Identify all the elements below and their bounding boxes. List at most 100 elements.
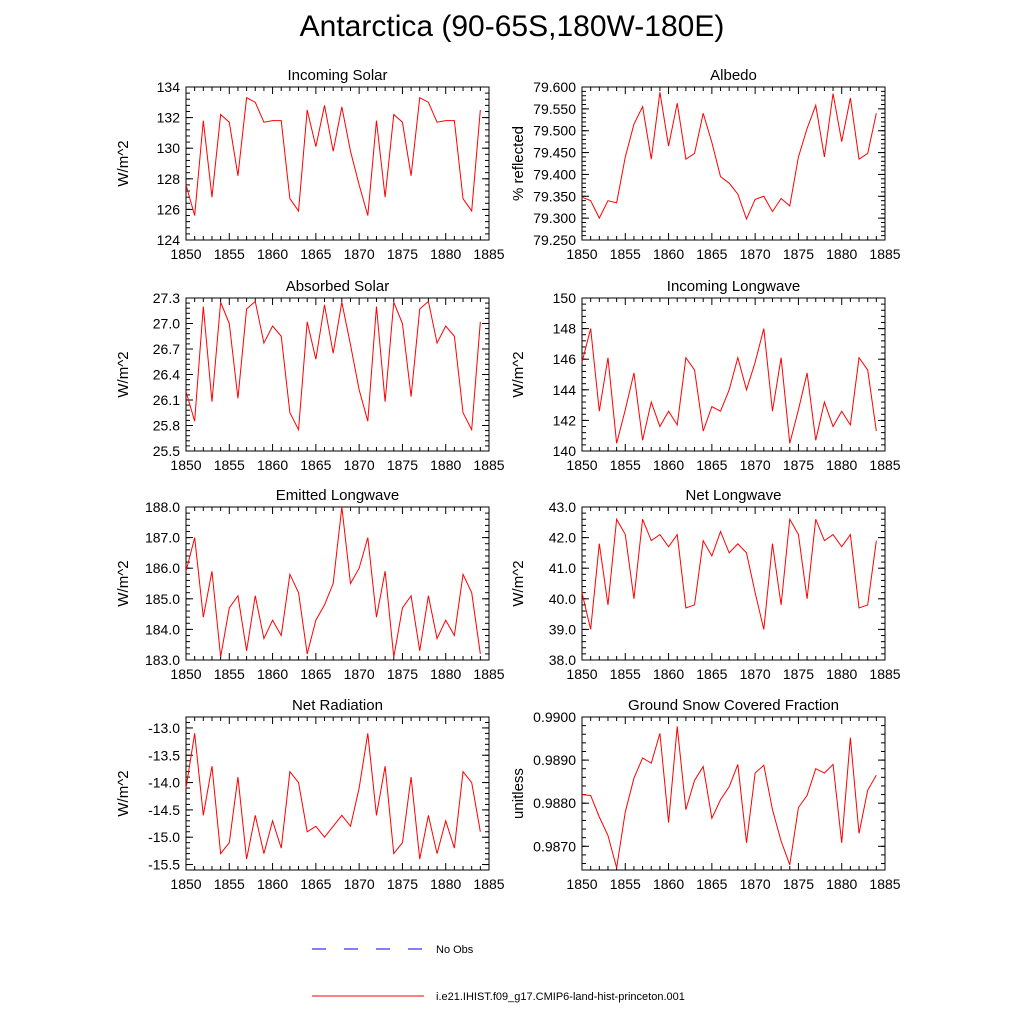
x-tick-label: 1880 — [826, 666, 857, 682]
panel-incoming-solar: Incoming Solar W/m^2 1850 1855 1860 1865 1870 1… — [115, 67, 505, 262]
x-tick-label: 1875 — [387, 457, 418, 473]
series-line — [581, 726, 877, 868]
panel-albedo: Albedo % reflected 1850 1855 1860 1865 1870 187… — [510, 67, 901, 262]
y-tick-label: -15.5 — [148, 857, 180, 873]
x-tick-label: 1865 — [696, 457, 727, 473]
panel-title: Incoming Longwave — [667, 278, 800, 295]
panel-emitted-longwave: Emitted Longwave W/m^2 1850 1855 1860 1865 187… — [115, 487, 505, 682]
y-tick-label: 79.400 — [533, 166, 576, 182]
x-tick-label: 1860 — [257, 666, 288, 682]
x-tick-label: 1855 — [610, 246, 641, 262]
x-tick-label: 1865 — [300, 876, 331, 892]
plot-frame — [581, 716, 886, 871]
y-tick-label: 79.450 — [533, 145, 576, 161]
y-tick-label: 42.0 — [549, 530, 576, 546]
panel-title: Ground Snow Covered Fraction — [628, 697, 839, 714]
x-tick-label: 1865 — [696, 876, 727, 892]
y-tick-label: 188.0 — [145, 499, 180, 515]
x-tick-label: 1850 — [170, 876, 201, 892]
x-tick-label: 1860 — [653, 246, 684, 262]
series-line — [185, 96, 481, 216]
x-tick-label: 1850 — [566, 457, 597, 473]
x-tick-label: 1865 — [696, 246, 727, 262]
x-tick-label: 1880 — [826, 457, 857, 473]
x-tick-label: 1855 — [214, 246, 245, 262]
y-tick-label: -13.0 — [148, 720, 180, 736]
y-tick-label: 0.9880 — [533, 795, 576, 811]
y-tick-label: 183.0 — [145, 652, 180, 668]
y-tick-label: 79.300 — [533, 210, 576, 226]
y-tick-label: 185.0 — [145, 591, 180, 607]
y-axis-label: W/m^2 — [115, 560, 132, 606]
y-tick-label: 142 — [553, 412, 577, 428]
series-line — [185, 733, 481, 860]
plot-frame — [581, 86, 886, 241]
y-tick-label: 79.250 — [533, 232, 576, 248]
panel-title: Absorbed Solar — [286, 278, 389, 295]
x-tick-label: 1850 — [566, 876, 597, 892]
x-tick-label: 1855 — [214, 457, 245, 473]
y-tick-label: 134 — [157, 79, 181, 95]
x-tick-label: 1875 — [387, 246, 418, 262]
x-tick-label: 1850 — [170, 457, 201, 473]
x-tick-label: 1870 — [740, 246, 771, 262]
y-tick-label: 140 — [553, 443, 577, 459]
y-axis-label: % reflected — [510, 126, 527, 201]
y-tick-label: 184.0 — [145, 621, 180, 637]
x-tick-label: 1855 — [214, 666, 245, 682]
y-tick-label: 124 — [157, 232, 181, 248]
plot-frame — [185, 716, 490, 871]
x-tick-label: 1855 — [610, 876, 641, 892]
x-tick-label: 1885 — [869, 876, 900, 892]
x-tick-label: 1875 — [783, 246, 814, 262]
panel-title: Net Radiation — [292, 697, 383, 714]
x-tick-label: 1880 — [826, 876, 857, 892]
x-tick-label: 1860 — [257, 246, 288, 262]
y-tick-label: 27.0 — [153, 316, 180, 332]
y-axis-label: unitless — [510, 768, 527, 819]
x-tick-label: 1880 — [430, 457, 461, 473]
legend-model-label: i.e21.IHIST.f09_g17.CMIP6-land-hist-prin… — [436, 991, 685, 1003]
x-tick-label: 1870 — [344, 457, 375, 473]
y-axis-label: W/m^2 — [510, 560, 527, 606]
plot-frame — [185, 506, 490, 661]
y-tick-label: 187.0 — [145, 530, 180, 546]
x-tick-label: 1865 — [696, 666, 727, 682]
x-tick-label: 1870 — [344, 876, 375, 892]
x-tick-label: 1870 — [740, 876, 771, 892]
plot-frame — [581, 297, 886, 452]
x-tick-label: 1860 — [653, 666, 684, 682]
series-line — [185, 506, 481, 658]
y-tick-label: 130 — [157, 140, 181, 156]
x-tick-label: 1865 — [300, 246, 331, 262]
x-tick-label: 1855 — [214, 876, 245, 892]
panel-title: Emitted Longwave — [276, 487, 399, 504]
x-tick-label: 1870 — [740, 457, 771, 473]
y-axis-label: W/m^2 — [115, 770, 132, 816]
y-tick-label: 79.500 — [533, 123, 576, 139]
y-tick-label: 27.3 — [153, 290, 180, 306]
y-tick-label: 126 — [157, 201, 181, 217]
y-tick-label: 43.0 — [549, 499, 576, 515]
y-axis-label: W/m^2 — [115, 351, 132, 397]
y-tick-label: 0.9870 — [533, 838, 576, 854]
x-tick-label: 1875 — [387, 876, 418, 892]
y-tick-label: 38.0 — [549, 652, 576, 668]
y-tick-label: 26.1 — [153, 392, 180, 408]
x-tick-label: 1880 — [430, 876, 461, 892]
y-tick-label: 26.7 — [153, 341, 180, 357]
panel-title: Net Longwave — [686, 487, 782, 504]
series-line — [581, 517, 877, 630]
series-line — [581, 92, 877, 221]
y-tick-label: 128 — [157, 171, 181, 187]
x-tick-label: 1875 — [783, 876, 814, 892]
x-tick-label: 1850 — [170, 666, 201, 682]
x-tick-label: 1875 — [783, 457, 814, 473]
y-tick-label: -14.5 — [148, 802, 180, 818]
x-tick-label: 1880 — [826, 246, 857, 262]
panel-incoming-longwave: Incoming Longwave W/m^2 1850 1855 1860 1865 18… — [510, 278, 901, 473]
x-tick-label: 1850 — [566, 666, 597, 682]
panel-net-radiation: Net Radiation W/m^2 1850 1855 1860 1865 1870 18… — [115, 697, 505, 892]
x-tick-label: 1850 — [566, 246, 597, 262]
